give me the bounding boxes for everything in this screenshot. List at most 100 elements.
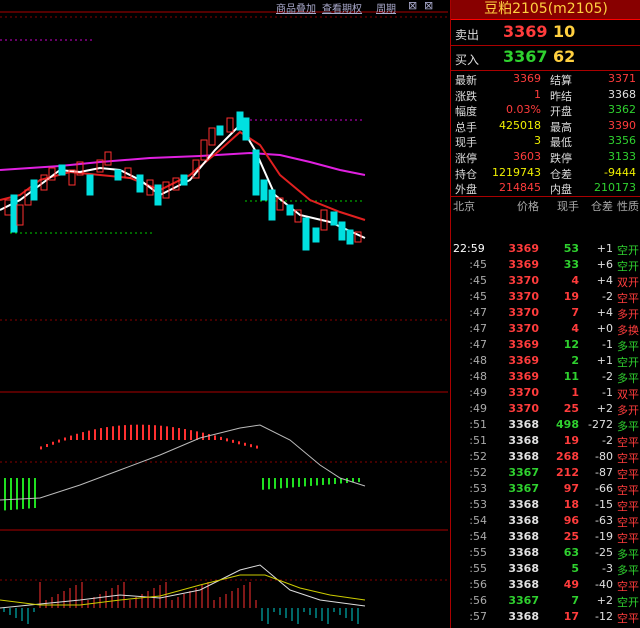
- info-value: 1: [534, 87, 541, 101]
- menu-item[interactable]: 商品叠加: [276, 4, 316, 15]
- candle: [94, 429, 96, 440]
- tick-volume: 498: [556, 418, 579, 431]
- tick-oi-change: -2: [602, 434, 613, 447]
- candle: [316, 478, 318, 486]
- info-label: 仓差: [550, 167, 572, 181]
- tick-time: :54: [469, 514, 487, 527]
- tick-nature: 多平: [617, 340, 639, 353]
- tick-volume: 11: [563, 370, 579, 383]
- info-value: 0.03%: [506, 103, 541, 117]
- info-label: 总手: [455, 120, 477, 134]
- tick-time: :45: [469, 290, 487, 303]
- candle: [162, 181, 170, 199]
- tick-header: 仓差: [591, 200, 613, 213]
- tick-nature: 空开: [617, 356, 639, 369]
- info-label: 涨停: [455, 152, 477, 165]
- candle: [52, 441, 54, 445]
- tick-price: 3369: [508, 354, 539, 367]
- info-value: 3368: [608, 87, 636, 101]
- tick-price: 3368: [508, 610, 539, 623]
- candle: [124, 167, 132, 179]
- info-label: 外盘: [455, 183, 477, 197]
- tick-nature: 多开: [617, 308, 639, 321]
- candle: [172, 177, 180, 191]
- tick-price: 3369: [508, 370, 539, 383]
- candle: [146, 179, 154, 196]
- quote-volume: 62: [553, 47, 576, 66]
- tick-time: :49: [469, 386, 487, 399]
- window-button[interactable]: ⊠: [424, 0, 434, 12]
- tick-volume: 49: [563, 578, 579, 591]
- info-value: 3362: [608, 103, 636, 117]
- tick-price: 3370: [508, 290, 539, 303]
- info-value: -9444: [604, 165, 636, 179]
- tick-price: 3367: [508, 466, 539, 479]
- tick-oi-change: -19: [595, 530, 613, 543]
- tick-oi-change: -40: [595, 578, 613, 591]
- candle: [148, 424, 150, 440]
- candle: [68, 169, 76, 186]
- tick-volume: 33: [563, 258, 579, 271]
- info-value: 3603: [513, 150, 541, 163]
- tick-oi-change: -63: [595, 514, 613, 527]
- tick-nature: 空平: [617, 468, 639, 481]
- candle: [330, 211, 338, 226]
- info-label: 涨跌: [455, 89, 477, 103]
- menu-item[interactable]: 周期: [376, 4, 396, 15]
- tick-price: 3367: [508, 594, 539, 607]
- info-value: 214845: [499, 181, 541, 195]
- candle: [104, 151, 112, 166]
- window-button[interactable]: ⊠: [408, 0, 418, 12]
- tick-nature: 多平: [617, 372, 639, 385]
- candle: [166, 426, 168, 440]
- tick-price: 3368: [508, 578, 539, 591]
- tick-time: :49: [469, 402, 487, 415]
- tick-time: :48: [469, 354, 487, 367]
- candle: [82, 432, 84, 440]
- candle: [88, 430, 90, 440]
- tick-time: :55: [469, 546, 487, 559]
- tick-volume: 268: [556, 450, 579, 463]
- candle: [16, 478, 18, 510]
- candle: [244, 442, 246, 446]
- tick-nature: 空开: [617, 260, 639, 273]
- tick-oi-change: -2: [602, 290, 613, 303]
- tick-nature: 空平: [617, 516, 639, 529]
- tick-nature: 双开: [617, 276, 639, 289]
- candle: [216, 125, 224, 136]
- tick-oi-change: -80: [595, 450, 613, 463]
- info-label: 跌停: [550, 152, 572, 165]
- tick-oi-change: +6: [596, 258, 613, 271]
- menu-item[interactable]: 查看期权: [322, 4, 362, 15]
- candle: [202, 432, 204, 440]
- tick-nature: 空平: [617, 484, 639, 497]
- info-value: 3390: [608, 118, 636, 132]
- quote-price: 3369: [503, 22, 548, 41]
- info-label: 昨结: [550, 89, 572, 103]
- tick-nature: 多平: [617, 564, 639, 577]
- candle: [292, 478, 294, 488]
- candle: [10, 478, 12, 510]
- candle: [112, 426, 114, 440]
- tick-volume: 19: [563, 290, 579, 303]
- candle: [208, 434, 210, 440]
- quote-price: 3367: [503, 47, 548, 66]
- candle: [154, 425, 156, 440]
- tick-volume: 18: [563, 498, 579, 511]
- info-label: 现手: [455, 136, 477, 150]
- tick-volume: 63: [563, 546, 579, 559]
- tick-time: :54: [469, 530, 487, 543]
- tick-price: 3370: [508, 402, 539, 415]
- candle: [118, 425, 120, 440]
- tick-time: :51: [469, 434, 487, 447]
- tick-price: 3369: [508, 242, 539, 255]
- tick-nature: 多平: [617, 420, 639, 433]
- candle: [250, 444, 252, 448]
- tick-time: :47: [469, 338, 487, 351]
- info-value: 3371: [608, 72, 636, 85]
- tick-nature: 多平: [617, 548, 639, 561]
- tick-nature: 空平: [617, 436, 639, 449]
- candle: [180, 174, 188, 186]
- candle: [320, 209, 328, 231]
